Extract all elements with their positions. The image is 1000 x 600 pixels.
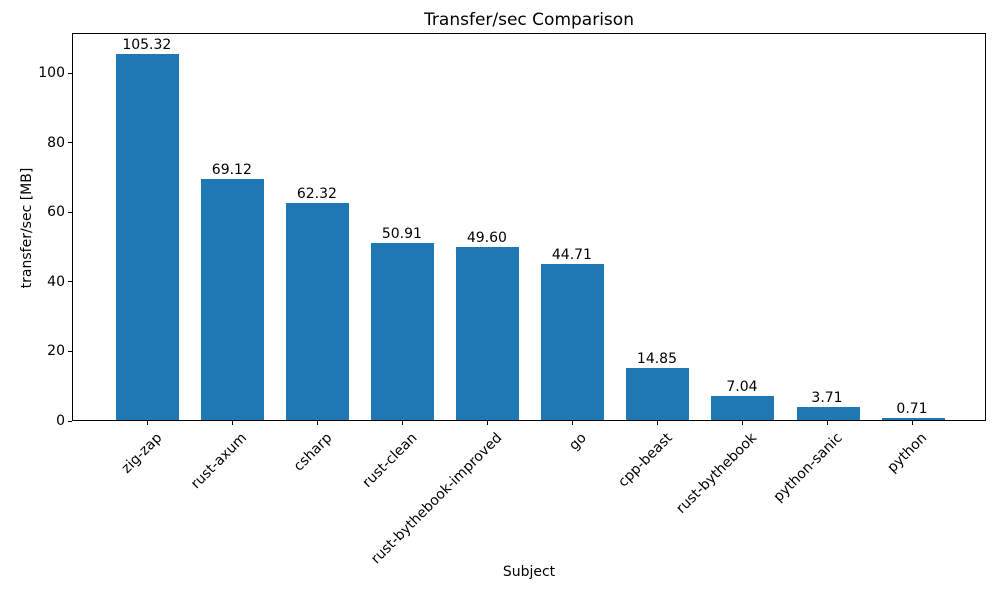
- y-tick-label: 40: [47, 273, 65, 290]
- x-tick-label: csharp: [290, 430, 336, 475]
- x-tick-mark: [146, 421, 148, 425]
- bar: [456, 247, 520, 420]
- bar: [371, 242, 435, 420]
- x-tick-label: rust-axum: [188, 430, 251, 493]
- plot-area: [72, 33, 986, 421]
- bar: [711, 395, 775, 420]
- x-tick-label: python-sanic: [770, 430, 846, 506]
- x-tick-mark: [912, 421, 914, 425]
- x-tick-mark: [827, 421, 828, 425]
- bar: [116, 53, 180, 420]
- y-tick-mark: [68, 72, 72, 74]
- x-tick-label: rust-clean: [359, 430, 421, 491]
- bar: [626, 368, 690, 420]
- x-tick-mark: [401, 421, 403, 425]
- x-axis-label: Subject: [502, 564, 556, 580]
- bar-value-label: 105.32: [122, 36, 172, 53]
- y-tick-label: 20: [47, 343, 65, 360]
- x-tick-mark: [741, 421, 743, 425]
- y-tick-mark: [68, 142, 72, 144]
- bar-value-label: 44.71: [551, 247, 592, 264]
- y-tick-label: 100: [38, 65, 65, 82]
- y-tick-label: 0: [56, 413, 65, 429]
- bar-value-label: 14.85: [636, 351, 677, 368]
- y-tick-mark: [68, 211, 72, 213]
- y-tick-mark: [68, 281, 72, 283]
- bar: [541, 264, 605, 420]
- bar-value-label: 62.32: [296, 186, 337, 203]
- bar: [881, 417, 945, 420]
- x-tick-label: cpp-beast: [614, 430, 676, 491]
- x-tick-mark: [571, 421, 573, 425]
- x-tick-label: python: [884, 430, 931, 476]
- bar: [201, 179, 265, 420]
- x-tick-label: zig-zap: [118, 430, 166, 477]
- x-tick-mark: [486, 421, 488, 425]
- y-tick-mark: [68, 350, 72, 352]
- y-tick-label: 80: [47, 134, 65, 151]
- bar-value-label: 3.71: [811, 390, 843, 407]
- x-tick-mark: [656, 421, 658, 425]
- x-tick-mark: [231, 421, 233, 425]
- bar-value-label: 49.60: [466, 230, 507, 247]
- chart-title: Transfer/sec Comparison: [424, 10, 634, 30]
- bar: [796, 407, 860, 420]
- bar-value-label: 69.12: [211, 162, 252, 179]
- x-tick-label: go: [566, 430, 591, 454]
- bar-value-label: 50.91: [381, 225, 422, 242]
- y-tick-mark: [68, 420, 72, 422]
- x-tick-label: rust-bythebook: [673, 430, 761, 517]
- bar-value-label: 7.04: [726, 378, 758, 395]
- bar-value-label: 0.71: [896, 400, 928, 417]
- bar: [286, 203, 350, 420]
- x-tick-mark: [316, 421, 318, 425]
- y-tick-label: 60: [47, 204, 65, 221]
